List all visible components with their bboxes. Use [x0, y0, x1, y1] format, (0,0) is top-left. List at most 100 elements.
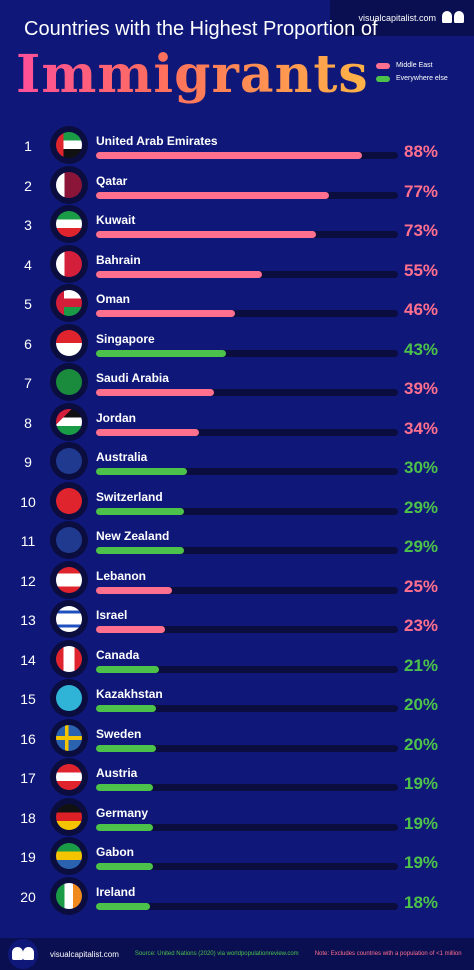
new-zealand-flag — [56, 527, 82, 553]
uae-flag — [56, 132, 82, 158]
country-label: Gabon — [96, 845, 134, 859]
flag-ring — [50, 165, 88, 204]
chart-row: 14 Canada 21% — [0, 638, 474, 678]
value-label: 88% — [404, 142, 439, 161]
bahrain-flag — [56, 250, 82, 277]
flag-ring — [50, 402, 88, 441]
chart-row: 16 Sweden 20% — [0, 717, 474, 757]
chart-row: 2 Qatar 77% — [0, 164, 474, 204]
ireland-flag — [56, 882, 82, 909]
bar-rows: 1 United Arab Emirates 88% 2 Qatar 77% 3 Kuwait… — [0, 124, 474, 915]
germany-flag — [56, 803, 82, 830]
bar — [96, 665, 160, 673]
bar — [96, 902, 151, 910]
rank-label: 20 — [20, 888, 36, 905]
top-brand-bar: visualcapitalist.com — [330, 0, 474, 36]
country-label: Qatar — [96, 173, 128, 188]
value-label: 21% — [404, 655, 439, 675]
bar — [96, 784, 154, 791]
bar-track — [96, 191, 398, 199]
gabon-flag — [56, 843, 82, 869]
footer-brand: visualcapitalist.com — [50, 949, 119, 959]
bar-track — [96, 744, 398, 752]
bar — [96, 389, 214, 396]
legend-item-middle-east: Middle East — [376, 62, 448, 69]
rank-label: 15 — [20, 691, 36, 707]
rank-label: 14 — [20, 651, 36, 668]
chart-row: 13 Israel 23% — [0, 598, 474, 638]
value-label: 73% — [404, 221, 439, 240]
israel-flag — [56, 606, 82, 632]
value-label: 55% — [404, 260, 439, 280]
bar — [96, 626, 166, 633]
chart-row: 3 Kuwait 73% — [0, 203, 474, 243]
footer-note: Note: Excludes countries with a populati… — [314, 951, 462, 957]
rank-label: 2 — [24, 177, 32, 194]
chart-row: 6 Singapore 43% — [0, 322, 474, 362]
country-label: Jordan — [96, 410, 137, 425]
bar — [96, 428, 199, 436]
flag-ring — [50, 679, 88, 717]
rank-label: 7 — [24, 375, 32, 391]
country-label: Bahrain — [96, 252, 141, 267]
country-label: Kuwait — [96, 213, 136, 227]
bar — [96, 507, 184, 515]
bar — [96, 863, 154, 870]
bar-track — [96, 428, 398, 436]
flag-ring — [50, 481, 88, 520]
chart-subtitle: Countries with the Highest Proportion of — [24, 18, 378, 40]
bar-track — [96, 270, 398, 278]
rank-label: 4 — [24, 256, 32, 273]
bar-track — [96, 547, 398, 554]
australia-flag — [56, 448, 82, 474]
bar-track — [96, 705, 398, 712]
country-label: United Arab Emirates — [96, 134, 218, 148]
flag-ring — [50, 205, 88, 243]
country-label: Germany — [96, 805, 149, 820]
singapore-flag — [56, 329, 82, 356]
value-label: 29% — [404, 497, 439, 517]
chart-row: 10 Switzerland 29% — [0, 480, 474, 520]
flag-ring — [50, 876, 88, 915]
flag-ring — [50, 126, 88, 164]
bar — [96, 191, 329, 199]
flag-ring — [50, 758, 88, 796]
rank-label: 5 — [24, 296, 32, 312]
flag-ring — [50, 442, 88, 480]
austria-flag — [56, 764, 82, 790]
country-label: Australia — [96, 450, 148, 464]
flag-ring — [50, 244, 88, 283]
chart-row: 5 Oman 46% — [0, 282, 474, 322]
rank-label: 10 — [20, 493, 36, 510]
sweden-flag — [56, 724, 82, 751]
flag-ring — [50, 363, 88, 401]
saudi-arabia-flag — [56, 369, 82, 395]
rank-label: 9 — [24, 454, 32, 470]
value-label: 77% — [404, 181, 439, 201]
bar — [96, 270, 263, 278]
bar-track — [96, 349, 398, 357]
bar — [96, 349, 226, 357]
bar-track — [96, 152, 398, 159]
value-label: 23% — [404, 616, 439, 635]
bar-track — [96, 626, 398, 633]
bar — [96, 705, 157, 712]
legend-label: Everywhere else — [396, 75, 448, 82]
flag-ring — [50, 284, 88, 322]
value-label: 46% — [404, 300, 439, 319]
flag-ring — [50, 718, 88, 757]
value-label: 18% — [404, 892, 439, 912]
country-label: Ireland — [96, 884, 136, 899]
bar — [96, 468, 187, 475]
lebanon-flag — [56, 566, 82, 593]
country-label: Canada — [96, 647, 140, 662]
bar-track — [96, 586, 398, 594]
flag-ring — [50, 600, 88, 638]
chart-row: 15 Kazakhstan 20% — [0, 677, 474, 717]
legend-item-everywhere-else: Everywhere else — [376, 75, 448, 82]
brand-text: visualcapitalist.com — [358, 13, 436, 23]
rank-label: 6 — [24, 335, 32, 352]
chart-row: 20 Ireland 18% — [0, 875, 474, 915]
value-label: 19% — [404, 853, 439, 872]
value-label: 20% — [404, 734, 439, 754]
